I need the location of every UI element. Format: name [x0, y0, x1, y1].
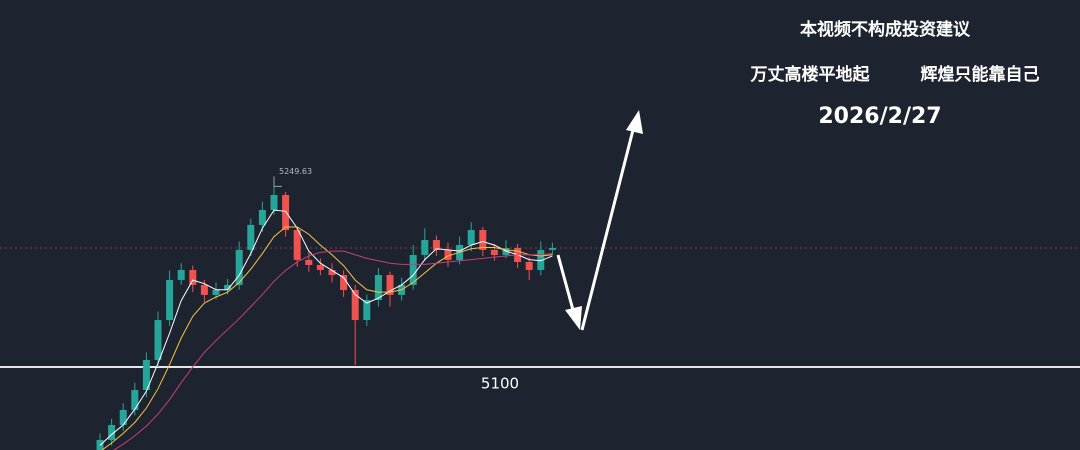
slogan-left: 万丈高楼平地起 [750, 64, 871, 85]
candle-body [142, 359, 150, 391]
candle-body [200, 284, 208, 295]
candle-body [224, 284, 232, 290]
candle-body [154, 320, 162, 360]
down-arrow-head [565, 306, 582, 330]
candle-body [247, 224, 255, 250]
candle-body [316, 265, 324, 270]
candle-body [537, 249, 545, 270]
candle-body [258, 209, 266, 225]
up-arrow-head [626, 110, 643, 134]
disclaimer: 本视频不构成投资建议 [800, 19, 971, 40]
candle-body [293, 230, 301, 260]
candle-body [548, 247, 556, 250]
candle-body [467, 230, 475, 245]
candle-body [386, 275, 394, 295]
candle-body [340, 275, 348, 290]
candle-body [421, 240, 429, 255]
candle-body [374, 275, 382, 300]
candle-body [189, 269, 197, 285]
candle-body [177, 269, 185, 280]
candle-body [166, 279, 174, 321]
candle-body [525, 261, 533, 270]
candle-body [409, 254, 417, 285]
arrows [556, 110, 643, 331]
candle-body [444, 249, 452, 260]
down-arrow-shaft [556, 254, 575, 311]
moving-average [101, 226, 553, 450]
candle-body [235, 249, 243, 285]
candle-body [351, 289, 359, 321]
candle-body [119, 409, 127, 426]
moving-average [112, 250, 553, 450]
candle-body [305, 259, 313, 266]
level-label: 5100 [481, 374, 519, 392]
moving-average [99, 209, 553, 446]
date: 2026/2/27 [818, 104, 941, 129]
up-arrow-shaft [580, 129, 635, 331]
candle-body [363, 300, 371, 321]
candle-body [212, 289, 220, 295]
candle-body [490, 249, 498, 255]
slogan-right: 辉煌只能靠自己 [921, 64, 1040, 85]
candle-body [282, 195, 290, 231]
candle-body [328, 269, 336, 276]
candle-body [479, 230, 487, 250]
candle-body [108, 425, 116, 440]
candle-body [131, 390, 139, 410]
high-label: 5249.63 [279, 167, 312, 176]
candle-body [270, 195, 278, 210]
candle-body [432, 240, 440, 250]
